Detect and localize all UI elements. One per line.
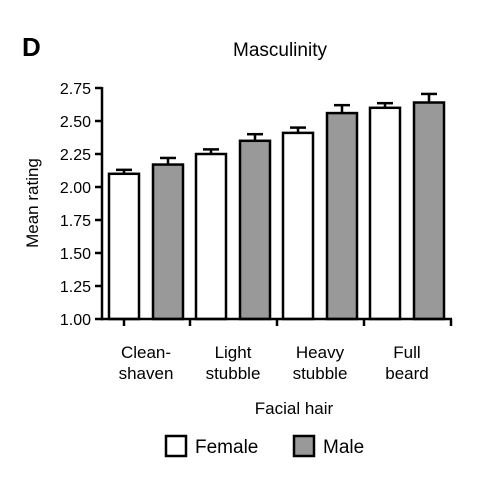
- y-tick-label-4: 1.75: [60, 213, 91, 230]
- legend-swatch-female: [164, 434, 188, 458]
- x-axis-label: Facial hair: [255, 399, 334, 418]
- x-tick-label-4-line-1: Full: [393, 343, 420, 362]
- y-tick-label-8: 2.75: [60, 81, 91, 98]
- bar-female-1: [107, 172, 141, 321]
- bar-male-3: [325, 111, 359, 321]
- bar-male-1: [151, 163, 185, 321]
- bar-female-3: [281, 131, 315, 321]
- y-tick-label-6: 2.25: [60, 147, 91, 164]
- bar-male-2: [238, 139, 272, 321]
- x-tick-label-2-line-2: stubble: [206, 364, 261, 383]
- y-tick-label-3: 1.50: [60, 246, 91, 263]
- legend: Female Male: [164, 434, 364, 458]
- bar-female-2: [194, 152, 228, 321]
- x-tick-label-2-line-1: Light: [215, 343, 252, 362]
- panel-label: D: [22, 32, 41, 62]
- legend-label-male: Male: [323, 437, 364, 458]
- bar-female-4: [368, 106, 402, 321]
- chart-title: Masculinity: [233, 40, 327, 61]
- y-tick-label-2: 1.25: [60, 279, 91, 296]
- y-tick-label-1: 1.00: [60, 312, 91, 329]
- x-tick-label-4-line-2: beard: [385, 364, 428, 383]
- y-tick-label-7: 2.50: [60, 114, 91, 131]
- x-tick-label-3-line-1: Heavy: [296, 343, 345, 362]
- bar-male-4: [412, 101, 446, 321]
- legend-label-female: Female: [195, 437, 258, 458]
- x-tick-label-3-line-2: stubble: [293, 364, 348, 383]
- x-tick-label-1-line-2: shaven: [119, 364, 174, 383]
- y-tick-label-5: 2.00: [60, 180, 91, 197]
- y-axis-label: Mean rating: [23, 158, 42, 248]
- x-tick-label-1-line-1: Clean-: [121, 343, 171, 362]
- plot-area: 1.00 1.25 1.50 1.75 2.00 2.25 2.50 2.75 Clean-sh…: [60, 81, 453, 383]
- legend-swatch-male: [292, 434, 316, 458]
